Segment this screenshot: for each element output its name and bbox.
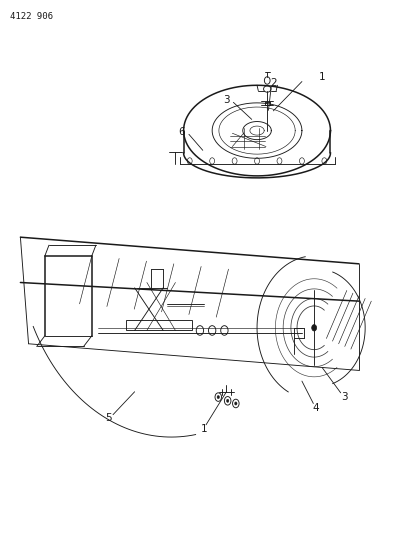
Text: 3: 3 [341,392,348,402]
Circle shape [312,325,317,331]
Text: 3: 3 [223,95,230,105]
Text: 4: 4 [313,403,319,413]
Text: 4122 906: 4122 906 [10,12,53,21]
Text: 5: 5 [105,414,111,423]
Text: 2: 2 [270,78,277,87]
Text: 1: 1 [201,424,207,434]
Text: 1: 1 [319,72,326,82]
Circle shape [226,399,229,402]
Circle shape [235,402,237,405]
Circle shape [217,395,220,399]
Text: 6: 6 [178,127,185,136]
